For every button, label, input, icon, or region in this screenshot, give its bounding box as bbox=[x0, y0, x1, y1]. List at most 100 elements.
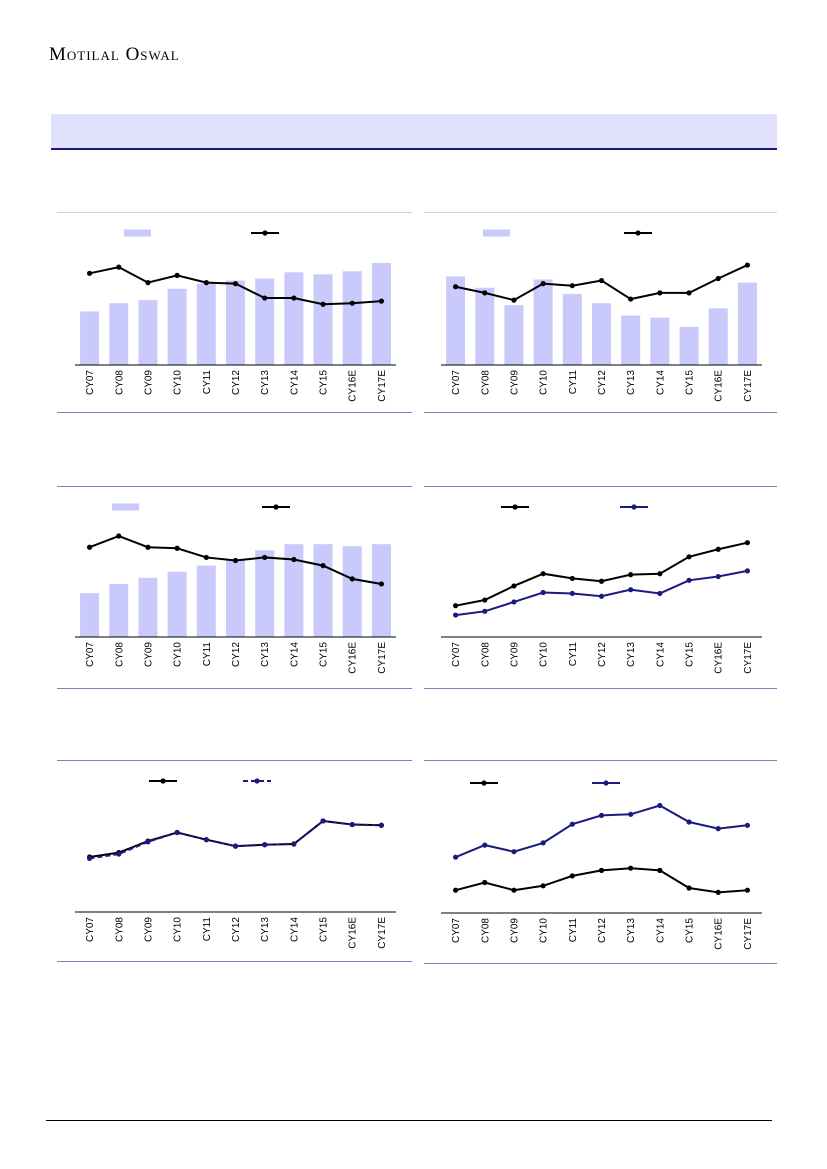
series-point bbox=[686, 577, 692, 583]
x-tick-label: CY12 bbox=[597, 370, 608, 395]
series-point bbox=[569, 575, 575, 582]
series-point bbox=[540, 589, 546, 596]
x-tick-label: CY12 bbox=[231, 370, 242, 395]
series-point bbox=[145, 839, 151, 845]
x-tick-label: CY11 bbox=[568, 642, 579, 667]
x-tick-label: CY14 bbox=[655, 370, 666, 395]
series-point bbox=[174, 829, 180, 836]
legend-point bbox=[273, 504, 279, 510]
series-point bbox=[262, 554, 268, 561]
chart-bar bbox=[167, 571, 187, 637]
series-point bbox=[744, 262, 751, 268]
series-point bbox=[744, 540, 751, 546]
chart-bar bbox=[80, 311, 100, 365]
x-tick-label: CY12 bbox=[597, 642, 608, 667]
x-tick-label: CY07 bbox=[85, 642, 96, 667]
panel-bottom-rule bbox=[57, 412, 412, 413]
series-point bbox=[174, 545, 180, 551]
x-tick-label: CY07 bbox=[451, 642, 462, 667]
series-point bbox=[540, 281, 546, 287]
panel-top-rule bbox=[57, 486, 412, 487]
series-point bbox=[540, 840, 546, 846]
series-line bbox=[89, 819, 382, 860]
panel-top-rule bbox=[57, 212, 412, 213]
series-point bbox=[262, 295, 268, 301]
series-point bbox=[320, 301, 326, 307]
series-point bbox=[686, 885, 692, 891]
panel-top-rule bbox=[57, 760, 412, 761]
series-point bbox=[262, 842, 268, 848]
x-tick-label: CY09 bbox=[509, 642, 520, 667]
series-point bbox=[628, 572, 634, 578]
legend-swatch bbox=[483, 229, 510, 237]
panel-bottom-rule bbox=[57, 961, 412, 962]
x-tick-label: CY07 bbox=[85, 370, 96, 395]
series-point bbox=[482, 879, 488, 886]
chart-bar bbox=[562, 293, 582, 365]
chart-bar bbox=[679, 326, 699, 365]
series-point bbox=[715, 889, 721, 896]
series-point bbox=[452, 887, 459, 893]
series-point bbox=[291, 841, 297, 847]
x-tick-label: CY17E bbox=[743, 642, 754, 674]
x-tick-label: CY12 bbox=[597, 918, 608, 943]
legend-point bbox=[160, 778, 166, 784]
series-point bbox=[744, 822, 751, 828]
series-point bbox=[744, 887, 751, 893]
chart-bar bbox=[737, 282, 757, 365]
series-point bbox=[203, 280, 209, 286]
x-tick-label: CY11 bbox=[202, 917, 213, 942]
series-point bbox=[715, 826, 721, 832]
x-tick-label: CY09 bbox=[143, 642, 154, 667]
chart-bar bbox=[371, 263, 391, 365]
series-point bbox=[598, 578, 605, 584]
x-tick-label: CY13 bbox=[260, 370, 271, 395]
series-point bbox=[598, 277, 605, 284]
series-point bbox=[511, 583, 517, 589]
x-tick-label: CY08 bbox=[114, 642, 125, 667]
x-tick-label: CY14 bbox=[655, 918, 666, 943]
series-point bbox=[349, 300, 355, 306]
x-tick-label: CY17E bbox=[377, 917, 388, 949]
series-point bbox=[320, 818, 326, 824]
series-point bbox=[452, 854, 459, 860]
series-point bbox=[540, 571, 546, 577]
series-point bbox=[145, 280, 151, 286]
chart-bar bbox=[650, 317, 670, 365]
chart-bar bbox=[80, 593, 100, 637]
x-tick-label: CY08 bbox=[480, 918, 491, 943]
chart-bar bbox=[255, 278, 275, 365]
series-point bbox=[291, 556, 297, 563]
x-tick-label: CY16E bbox=[348, 370, 359, 402]
panel-bottom-rule bbox=[424, 963, 777, 964]
chart-bar bbox=[342, 271, 362, 365]
chart-bar bbox=[313, 544, 333, 637]
panel-top-rule bbox=[424, 760, 777, 761]
series-point bbox=[232, 281, 239, 287]
x-tick-label: CY10 bbox=[539, 918, 550, 943]
x-tick-label: CY13 bbox=[260, 917, 271, 942]
chart-bar bbox=[533, 279, 553, 365]
chart-bar bbox=[284, 544, 304, 637]
x-tick-label: CY08 bbox=[114, 370, 125, 395]
series-point bbox=[452, 284, 459, 290]
series-point bbox=[657, 290, 663, 296]
x-tick-label: CY13 bbox=[626, 370, 637, 395]
series-point bbox=[715, 573, 721, 580]
chart-bar bbox=[313, 274, 333, 365]
series-point bbox=[511, 297, 517, 303]
chart-bar bbox=[475, 287, 495, 365]
series-point bbox=[598, 593, 605, 599]
legend-point bbox=[481, 780, 487, 786]
legend-point bbox=[631, 504, 637, 510]
x-tick-label: CY10 bbox=[539, 642, 550, 667]
x-tick-label: CY17E bbox=[743, 370, 754, 402]
chart-bar bbox=[196, 565, 216, 637]
x-tick-label: CY17E bbox=[377, 370, 388, 402]
legend-swatch bbox=[112, 503, 139, 511]
chart-bar bbox=[342, 546, 362, 637]
x-tick-label: CY15 bbox=[319, 370, 330, 395]
x-tick-label: CY08 bbox=[480, 370, 491, 395]
x-tick-label: CY17E bbox=[743, 918, 754, 950]
brand-logo: Motilal Oswal bbox=[49, 44, 180, 65]
